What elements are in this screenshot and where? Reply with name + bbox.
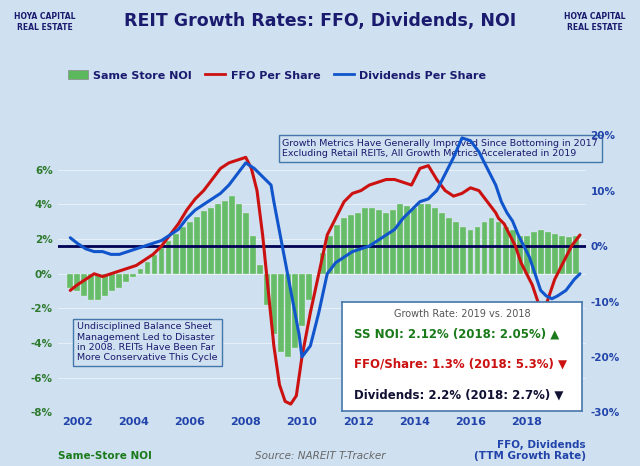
Bar	[74, 274, 80, 291]
Bar	[559, 236, 564, 274]
Bar	[221, 201, 228, 274]
Bar	[299, 274, 305, 326]
Bar	[355, 213, 361, 274]
Bar	[440, 213, 445, 274]
Bar	[397, 205, 403, 274]
Bar	[208, 208, 214, 274]
Bar	[454, 222, 460, 274]
Bar	[334, 225, 340, 274]
Bar	[264, 274, 270, 305]
Bar	[481, 222, 488, 274]
Bar	[67, 274, 73, 288]
Bar	[502, 227, 509, 274]
Bar	[145, 261, 150, 274]
Bar	[88, 274, 94, 300]
Bar	[433, 208, 438, 274]
Bar	[124, 274, 129, 282]
Bar	[180, 227, 186, 274]
Bar	[159, 248, 164, 274]
Bar	[341, 218, 347, 274]
Bar	[194, 217, 200, 274]
Text: Growth Metrics Have Generally Improved Since Bottoming in 2017
Excluding Retail : Growth Metrics Have Generally Improved S…	[282, 138, 598, 158]
Bar	[271, 274, 277, 335]
Bar	[166, 241, 172, 274]
Bar	[524, 236, 529, 274]
Bar	[320, 253, 326, 274]
Bar	[467, 231, 474, 274]
Bar	[369, 208, 375, 274]
Bar	[552, 234, 557, 274]
Legend: Same Store NOI, FFO Per Share, Dividends Per Share: Same Store NOI, FFO Per Share, Dividends…	[63, 66, 491, 85]
Text: Undisciplined Balance Sheet
Management Led to Disaster
in 2008. REITs Have Been : Undisciplined Balance Sheet Management L…	[77, 322, 218, 363]
Bar	[390, 210, 396, 274]
Bar	[545, 232, 550, 274]
Bar	[228, 196, 235, 274]
Bar	[531, 232, 536, 274]
Bar	[278, 274, 284, 352]
Bar	[285, 274, 291, 357]
Bar	[257, 265, 263, 274]
Bar	[404, 206, 410, 274]
Text: Same-Store NOI: Same-Store NOI	[58, 452, 152, 461]
Bar	[495, 222, 502, 274]
Bar	[376, 210, 382, 274]
Bar	[426, 205, 431, 274]
Text: Growth Rate: 2019 vs. 2018: Growth Rate: 2019 vs. 2018	[394, 309, 531, 319]
Text: REIT Growth Rates: FFO, Dividends, NOI: REIT Growth Rates: FFO, Dividends, NOI	[124, 12, 516, 30]
Bar	[461, 227, 467, 274]
Bar	[412, 208, 417, 274]
Bar	[250, 236, 256, 274]
Bar	[573, 236, 579, 274]
Bar	[447, 218, 452, 274]
Bar	[292, 274, 298, 348]
Bar	[509, 231, 516, 274]
Bar	[201, 212, 207, 274]
Bar	[215, 205, 221, 274]
Bar	[116, 274, 122, 288]
Bar	[566, 237, 572, 274]
Bar	[95, 274, 101, 300]
Bar	[348, 215, 354, 274]
Bar	[243, 213, 249, 274]
Bar	[131, 274, 136, 277]
Text: FFO/Share: 1.3% (2018: 5.3%) ▼: FFO/Share: 1.3% (2018: 5.3%) ▼	[355, 357, 568, 370]
Bar	[187, 222, 193, 274]
Bar	[383, 213, 389, 274]
Bar	[419, 205, 424, 274]
Bar	[81, 274, 87, 296]
Bar	[327, 236, 333, 274]
Text: HOYA CAPITAL
REAL ESTATE: HOYA CAPITAL REAL ESTATE	[14, 12, 76, 33]
Text: HOYA CAPITAL
REAL ESTATE: HOYA CAPITAL REAL ESTATE	[564, 12, 626, 33]
Bar	[236, 205, 242, 274]
Bar	[152, 255, 157, 274]
Bar	[109, 274, 115, 291]
Text: Dividends: 2.2% (2018: 2.7%) ▼: Dividends: 2.2% (2018: 2.7%) ▼	[355, 388, 564, 401]
Bar	[102, 274, 108, 296]
Bar	[362, 208, 368, 274]
Text: Source: NAREIT T-Tracker: Source: NAREIT T-Tracker	[255, 452, 385, 461]
Bar	[173, 234, 179, 274]
Text: SS NOI: 2.12% (2018: 2.05%) ▲: SS NOI: 2.12% (2018: 2.05%) ▲	[355, 328, 559, 341]
Bar	[138, 268, 143, 274]
Bar	[488, 218, 495, 274]
Bar	[538, 231, 543, 274]
Bar	[516, 236, 522, 274]
Text: FFO, Dividends
(TTM Growth Rate): FFO, Dividends (TTM Growth Rate)	[474, 440, 586, 461]
Bar	[306, 274, 312, 300]
Bar	[474, 227, 481, 274]
